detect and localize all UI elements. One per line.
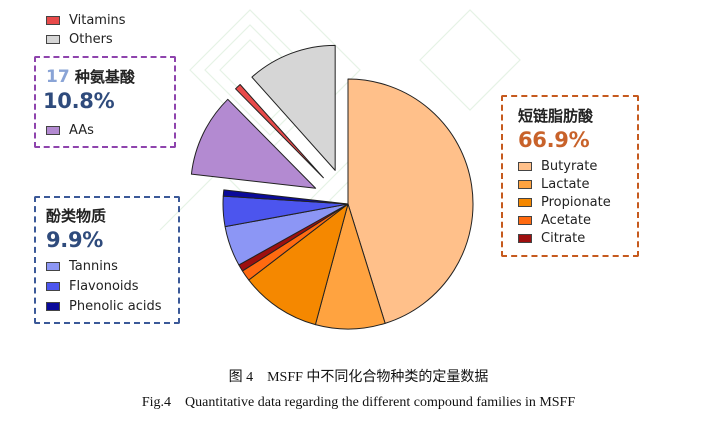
legend-item-acetate: Acetate	[518, 212, 591, 228]
legend-label-aas: AAs	[69, 122, 94, 138]
legend-swatch-acetate	[518, 215, 532, 225]
pie-slice-phenolic-acids	[222, 189, 349, 205]
group-box-phenolics	[34, 196, 180, 324]
legend-item-phenolic-acids: Phenolic acids	[46, 298, 162, 314]
group-box-amino-acids	[34, 56, 176, 148]
legend-swatch-lactate	[518, 179, 532, 189]
legend-label-others: Others	[69, 31, 113, 47]
legend-label-propionate: Propionate	[541, 194, 611, 210]
amino-acid-title: 种氨基酸	[74, 68, 135, 86]
percent-amino-acids: 10.8%	[43, 89, 115, 113]
legend-swatch-flavonoids	[46, 281, 60, 291]
figure-caption-zh: 图 4 MSFF 中不同化合物种类的定量数据	[228, 370, 489, 385]
legend-swatch-phenolic-acids	[46, 301, 60, 311]
figure-caption-en: Fig.4 Quantitative data regarding the di…	[141, 395, 576, 410]
legend-item-propionate: Propionate	[518, 194, 611, 210]
group-title-scfa: 短链脂肪酸	[518, 107, 594, 125]
legend-swatch-tannins	[46, 261, 60, 271]
legend-swatch-butyrate	[518, 161, 532, 171]
group-title-phenolics: 酚类物质	[46, 207, 107, 225]
legend-item-flavonoids: Flavonoids	[46, 278, 139, 294]
amino-acid-count: 17	[46, 67, 70, 87]
pie-slice-butyrate	[347, 78, 474, 324]
group-box-scfa	[501, 95, 639, 257]
legend-label-phenolic-acids: Phenolic acids	[69, 298, 162, 314]
legend-item-lactate: Lactate	[518, 176, 590, 192]
legend-label-butyrate: Butyrate	[541, 158, 598, 174]
legend-label-tannins: Tannins	[69, 258, 118, 274]
percent-scfa: 66.9%	[518, 128, 590, 152]
legend-swatch-aas	[46, 125, 60, 135]
legend-item-aas: AAs	[46, 122, 94, 138]
legend-item-citrate: Citrate	[518, 230, 585, 246]
legend-item-vitamins: Vitamins	[46, 12, 126, 28]
legend-swatch-vitamins	[46, 15, 60, 25]
pie-slice-aas	[190, 98, 317, 189]
group-title-amino-acids: 17 种氨基酸	[46, 66, 135, 87]
legend-swatch-others	[46, 34, 60, 44]
legend-item-butyrate: Butyrate	[518, 158, 597, 174]
legend-label-citrate: Citrate	[541, 230, 586, 246]
pie-slice-others	[251, 44, 336, 171]
legend-label-vitamins: Vitamins	[69, 12, 126, 28]
percent-phenolics: 9.9%	[46, 228, 104, 252]
legend-swatch-propionate	[518, 197, 532, 207]
legend-item-tannins: Tannins	[46, 258, 118, 274]
legend-item-others: Others	[46, 31, 113, 47]
pie-slice-vitamins	[235, 84, 324, 179]
legend-label-acetate: Acetate	[541, 212, 591, 228]
legend-swatch-citrate	[518, 233, 532, 243]
pie-slice-propionate	[248, 203, 349, 326]
legend-label-flavonoids: Flavonoids	[69, 278, 139, 294]
legend-label-lactate: Lactate	[541, 176, 590, 192]
